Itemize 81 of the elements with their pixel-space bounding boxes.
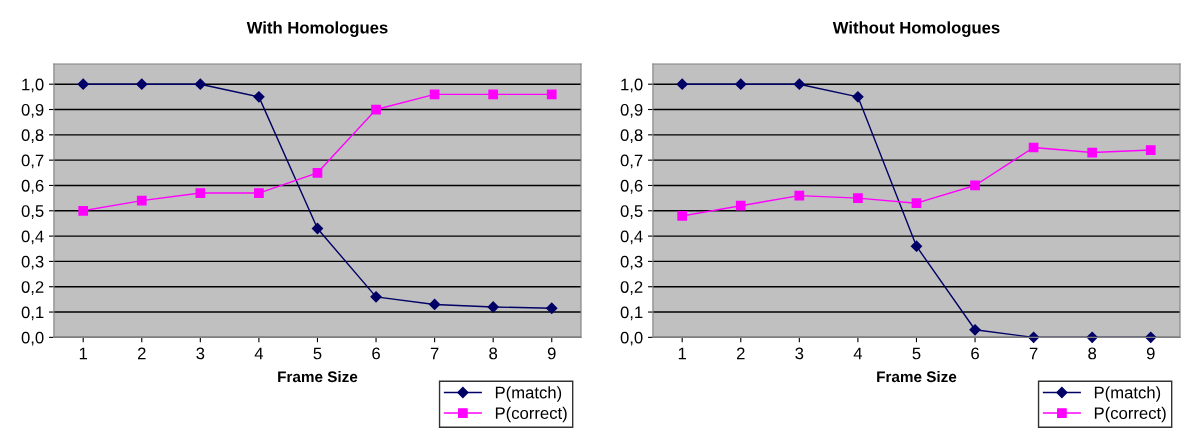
x-tick-label: 4: [853, 347, 863, 360]
point: [677, 210, 688, 221]
point: [794, 190, 805, 201]
point: [195, 188, 206, 198]
point: [78, 205, 89, 216]
y-tick-label: 0,0: [21, 331, 44, 346]
y-tick-label: 0,4: [620, 230, 643, 245]
legend-label: P(match): [495, 386, 562, 402]
y-tick-label: 0,3: [620, 255, 643, 270]
point: [910, 240, 923, 252]
point: [370, 291, 382, 303]
point: [312, 167, 323, 178]
y-tick-label: 0,2: [620, 281, 643, 295]
x-tick-label: 6: [971, 347, 979, 360]
x-tick-label: 3: [795, 347, 804, 360]
x-tick-label: 8: [489, 347, 498, 360]
point: [371, 104, 381, 115]
y-tick-label: 0,7: [21, 154, 44, 169]
point: [77, 78, 89, 90]
point: [546, 89, 557, 100]
legend-label: P(match): [1094, 386, 1161, 402]
x-tick-label: 2: [137, 347, 146, 360]
point: [136, 195, 147, 206]
y-tick-label: 0,3: [21, 255, 44, 270]
y-tick-label: 0,4: [21, 230, 44, 245]
x-tick-label: 1: [79, 347, 88, 360]
y-tick-label: 0,6: [620, 179, 643, 194]
point: [735, 78, 747, 90]
point: [970, 180, 980, 191]
y-tick-label: 0,1: [21, 306, 44, 321]
x-tick-label: 8: [1088, 347, 1097, 360]
point: [254, 188, 264, 198]
y-tick-label: 0,7: [620, 154, 643, 169]
point: [1086, 331, 1098, 343]
y-tick-label: 0,9: [620, 103, 643, 118]
point: [1087, 147, 1098, 158]
x-tick-label: 3: [196, 347, 205, 360]
chart-title: With Homologues: [246, 21, 388, 37]
y-tick-label: 0,5: [21, 205, 44, 219]
y-tick-label: 0,5: [620, 205, 643, 219]
point: [676, 78, 688, 90]
point: [911, 198, 922, 209]
point: [311, 222, 324, 235]
point: [429, 298, 441, 311]
point: [853, 193, 863, 203]
y-tick-label: 0,8: [21, 129, 44, 143]
x-tick-label: 9: [547, 347, 556, 360]
point: [852, 91, 864, 103]
point: [969, 324, 981, 336]
y-tick-label: 0,1: [620, 306, 643, 321]
y-tick-label: 0,9: [21, 103, 44, 118]
x-tick-label: 4: [254, 347, 264, 360]
point: [487, 301, 499, 313]
legend-label: P(correct): [495, 406, 567, 423]
y-tick-label: 1,0: [22, 78, 44, 93]
x-tick-label: 5: [313, 347, 322, 360]
x-tick-label: 9: [1146, 347, 1155, 360]
y-tick-label: 0,0: [620, 331, 643, 346]
chart-title: Without Homologues: [832, 21, 1000, 37]
point: [488, 89, 499, 100]
y-tick-label: 1,0: [621, 78, 643, 93]
x-tick-label: 7: [430, 347, 439, 360]
x-axis-title: Frame Size: [278, 370, 358, 383]
y-tick-label: 0,8: [620, 129, 643, 143]
point: [1145, 145, 1156, 155]
point: [735, 200, 746, 211]
point: [546, 302, 558, 314]
point: [136, 78, 148, 90]
x-tick-label: 1: [678, 347, 687, 360]
legend-label: P(correct): [1094, 406, 1166, 423]
x-tick-label: 2: [736, 347, 745, 360]
point: [429, 89, 440, 100]
x-axis-title: Frame Size: [877, 370, 957, 383]
x-tick-label: 5: [912, 347, 921, 360]
point: [253, 91, 265, 103]
y-tick-label: 0,6: [21, 179, 44, 194]
point: [194, 78, 206, 90]
y-tick-label: 0,2: [21, 281, 44, 295]
point: [793, 78, 805, 90]
x-tick-label: 7: [1029, 347, 1038, 360]
x-tick-label: 6: [372, 347, 380, 360]
